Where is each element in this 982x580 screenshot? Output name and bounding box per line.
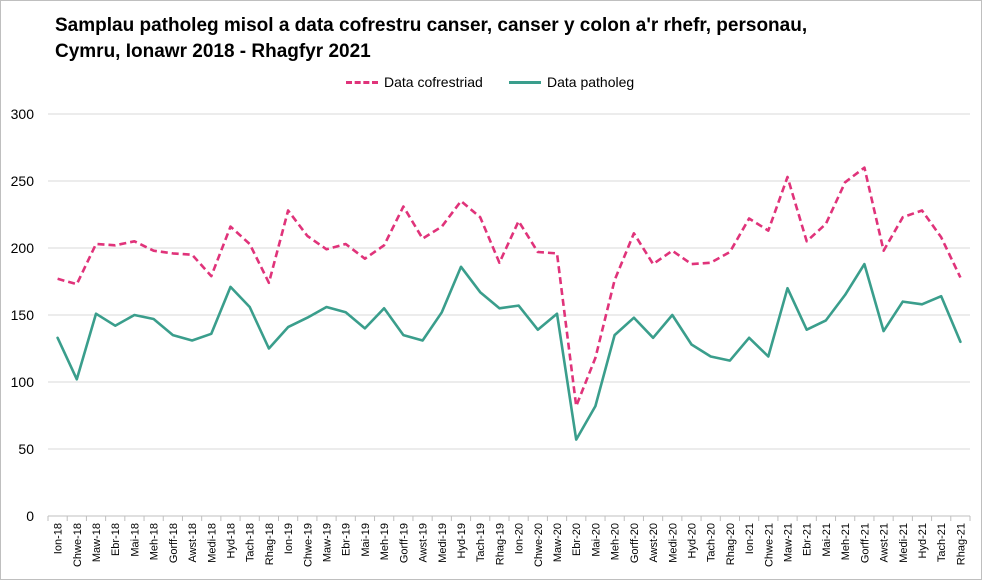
x-tick-label: Gorff-19 [398,523,410,563]
x-tick-label: Mai-18 [129,523,141,557]
x-tick-label: Tach-21 [936,523,948,562]
x-tick-label: Ebr-18 [110,523,122,556]
x-tick-label: Gorff-21 [859,523,871,563]
x-tick-label: Ebr-19 [341,523,353,556]
x-tick-label: Tach-19 [475,523,487,562]
x-tick-label: Meh-18 [149,523,161,560]
x-tick-label: Maw-18 [91,523,103,562]
x-tick-label: Mai-19 [360,523,372,557]
x-tick-label: Awst-19 [418,523,430,563]
x-tick-label: Awst-18 [187,523,199,563]
x-tick-label: Hyd-20 [686,523,698,558]
x-tick-label: Tach-18 [245,523,257,562]
x-tick-label: Meh-19 [379,523,391,560]
legend-item-registration: Data cofrestriad [346,74,483,90]
x-tick-label: Ion-20 [514,523,526,554]
chart-title-line-1: Samplau patholeg misol a data cofrestru … [55,15,808,36]
x-tick-label: Meh-20 [610,523,622,560]
x-tick-label: Ion-18 [53,523,65,554]
y-tick-label: 100 [11,374,35,390]
y-tick-label: 0 [26,508,34,524]
x-tick-label: Maw-21 [783,523,795,562]
x-tick-label: Hyd-18 [225,523,237,558]
chart-title-line-2: Cymru, Ionawr 2018 - Rhagfyr 2021 [55,41,371,62]
x-tick-label: Mai-20 [590,523,602,557]
x-tick-label: Medi-20 [667,523,679,563]
x-tick-label: Hyd-19 [456,523,468,558]
legend-swatch-pathology [509,80,541,84]
x-tick-label: Hyd-21 [917,523,929,558]
legend-label-registration: Data cofrestriad [384,74,483,90]
y-axis: 0 50 100 150 200 250 300 [11,106,35,524]
y-tick-label: 50 [18,441,34,457]
x-tick-label: Rhag-18 [264,523,276,565]
x-tick-label: Medi-19 [437,523,449,563]
series-line-registration [57,166,962,408]
x-tick-label: Ion-19 [283,523,295,554]
x-axis: Ion-18 Chwe-18 Maw-18 Ebr-18 Mai-18 Meh-18 Gor… [47,515,971,567]
x-tick-label: Gorff-20 [629,523,641,563]
legend-item-pathology: Data patholeg [509,74,634,90]
series-line-pathology [56,262,962,441]
x-tick-label: Rhag-20 [725,523,737,565]
legend-label-pathology: Data patholeg [547,74,635,90]
x-tick-label: Ion-21 [744,523,756,554]
x-tick-label: Maw-20 [552,523,564,562]
x-tick-label: Rhag-21 [955,523,967,565]
x-tick-label: Gorff-18 [168,523,180,563]
x-tick-label: Chwe-19 [302,523,314,567]
y-tick-label: 250 [11,173,35,189]
x-tick-label: Medi-18 [206,523,218,563]
legend-swatch-registration [346,80,378,84]
x-tick-label: Rhag-19 [494,523,506,565]
y-tick-label: 200 [11,240,35,256]
x-tick-label: Mai-21 [821,523,833,557]
x-tick-label: Medi-21 [898,523,910,563]
gridlines [48,113,970,450]
chart-legend: Data cofrestriad Data patholeg [0,74,982,94]
x-tick-label: Chwe-20 [533,523,545,567]
x-tick-label: Ebr-20 [571,523,583,556]
series-lines [56,166,962,441]
x-tick-label: Ebr-21 [802,523,814,556]
x-tick-label: Tach-20 [706,523,718,562]
chart-title: Samplau patholeg misol a data cofrestru … [55,13,955,65]
x-tick-label: Awst-20 [648,523,660,563]
y-tick-label: 150 [11,307,35,323]
y-tick-label: 300 [11,106,35,122]
x-tick-label: Chwe-21 [763,523,775,567]
x-tick-label: Chwe-18 [72,523,84,567]
x-tick-label: Meh-21 [840,523,852,560]
x-tick-label: Awst-21 [879,523,891,563]
x-tick-label: Maw-19 [322,523,334,562]
